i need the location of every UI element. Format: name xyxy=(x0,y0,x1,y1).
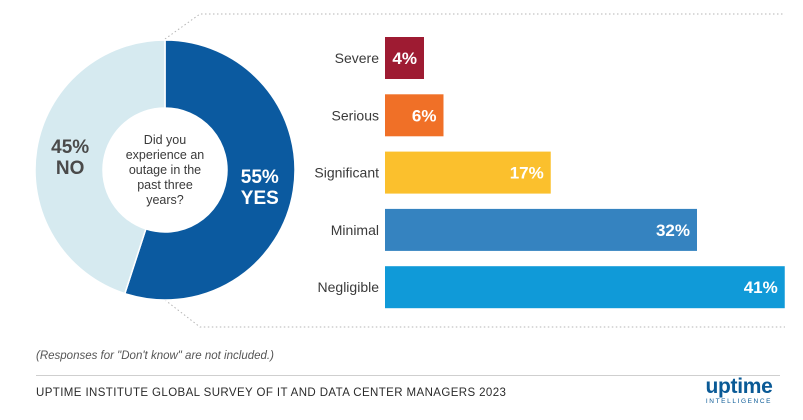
bar-severe xyxy=(385,37,424,79)
donut-value-yes: 55% xyxy=(241,167,279,188)
uptime-logo: uptime INTELLIGENCE xyxy=(699,376,779,406)
donut-question-line: years? xyxy=(146,193,184,207)
donut-slice-yes xyxy=(123,39,296,301)
bar-minimal xyxy=(385,208,697,251)
connector-lines xyxy=(164,13,785,328)
donut-slice-no xyxy=(34,39,166,295)
bar-negligible xyxy=(385,266,785,309)
logo-wordmark: uptime xyxy=(705,375,773,398)
connector-top xyxy=(164,13,785,40)
logo-subtitle: INTELLIGENCE xyxy=(705,398,773,405)
bar-category-serious: Serious xyxy=(332,107,379,123)
bar-value-significant: 17% xyxy=(510,164,544,183)
bar-category-negligible: Negligible xyxy=(318,279,380,295)
donut-question-line: past three xyxy=(137,178,193,192)
bar-category-minimal: Minimal xyxy=(331,222,379,238)
donut-label-yes: YES xyxy=(241,188,279,209)
donut-value-no: 45% xyxy=(51,137,89,158)
bar-value-severe: 4% xyxy=(392,49,417,68)
connector-bottom xyxy=(164,299,785,328)
bar-category-significant: Significant xyxy=(314,165,379,181)
donut-label-no: NO xyxy=(56,158,85,179)
bar-value-minimal: 32% xyxy=(656,221,690,240)
bar-value-serious: 6% xyxy=(412,106,437,125)
donut-question-line: outage in the xyxy=(129,163,201,177)
footnote: (Responses for "Don't know" are not incl… xyxy=(36,350,274,362)
donut-question-line: Did you xyxy=(144,133,186,147)
bar-serious xyxy=(385,94,444,137)
bar-category-severe: Severe xyxy=(335,50,380,66)
bar-value-negligible: 41% xyxy=(744,278,778,297)
bar-significant xyxy=(385,151,551,194)
severity-bar-chart: Severe 4% Serious 6% Significant 17% Minimal 32… xyxy=(314,37,785,309)
footer-divider xyxy=(36,375,780,376)
donut-question-line: experience an xyxy=(126,148,205,162)
survey-source: UPTIME INSTITUTE GLOBAL SURVEY OF IT AND… xyxy=(36,387,507,399)
